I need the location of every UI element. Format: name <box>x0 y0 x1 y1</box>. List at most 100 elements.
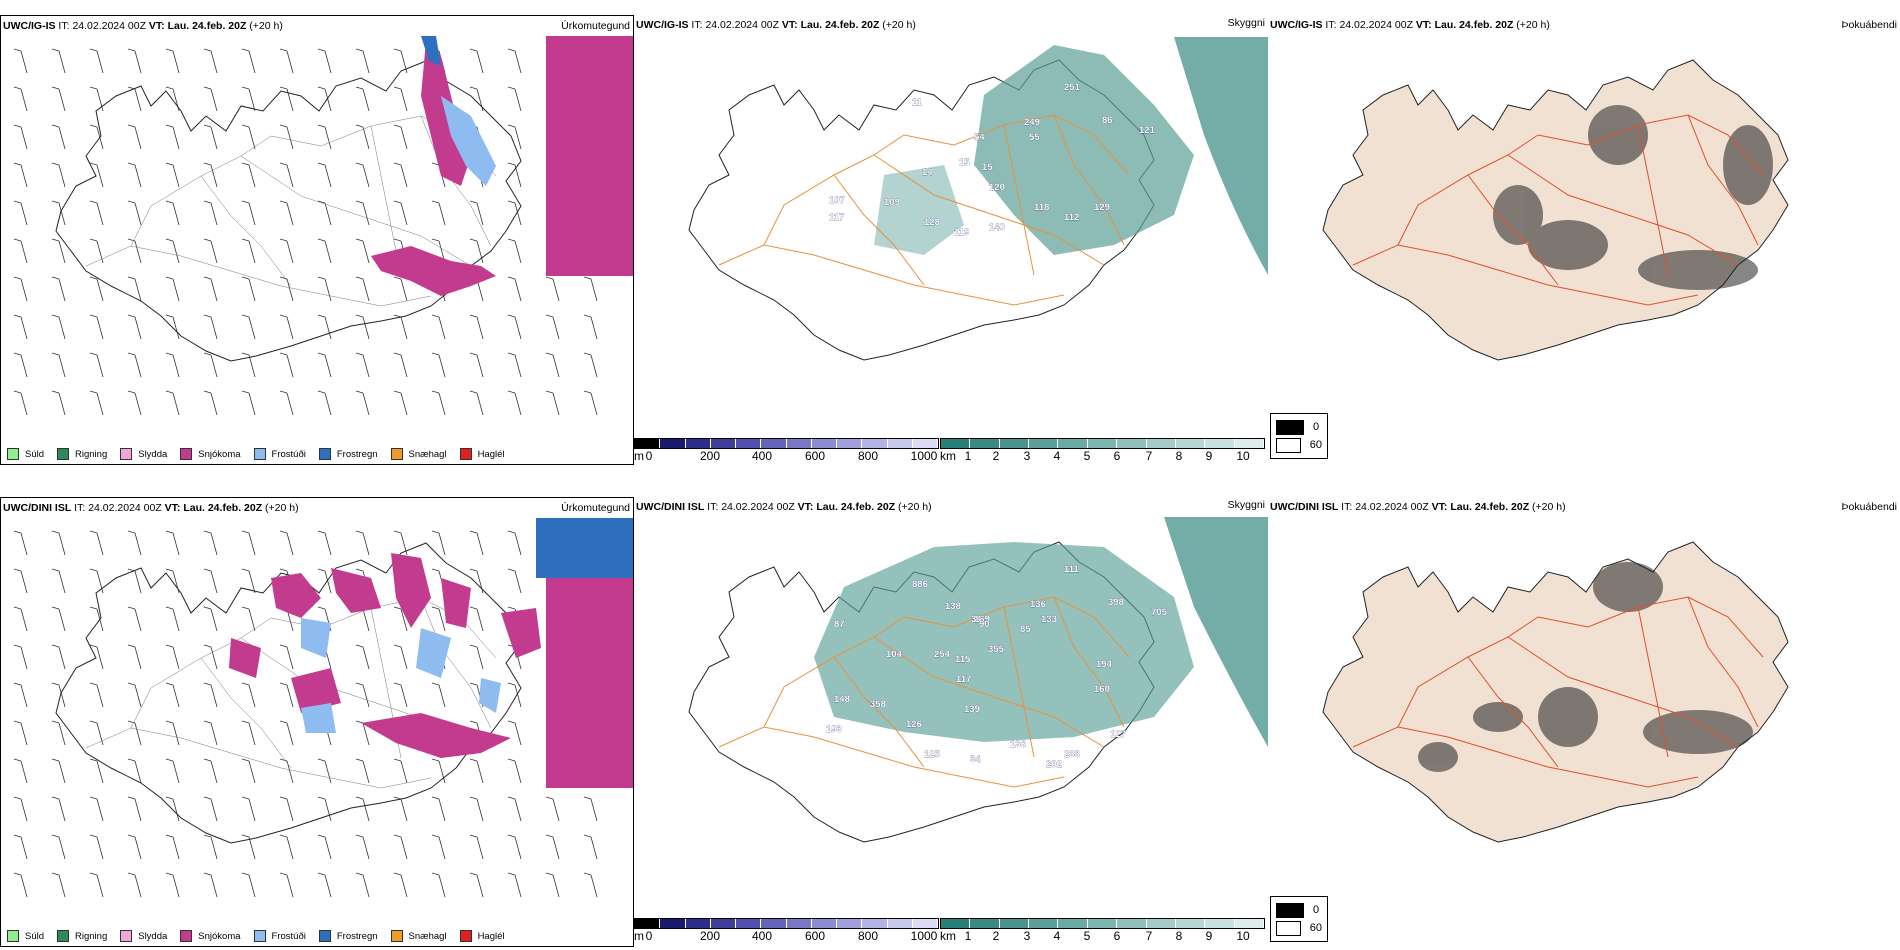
wind-barb <box>13 314 28 340</box>
legend-item-frostudi: Frostúði <box>253 448 306 460</box>
wind-barb <box>583 352 598 378</box>
fog-map-row2 <box>1322 541 1789 843</box>
colorbar-swatch <box>1058 439 1088 448</box>
wind-barb <box>127 48 142 74</box>
visibility-value-label: 355 <box>988 644 1005 655</box>
wind-barb <box>13 124 28 150</box>
visibility-value-label: 34 <box>970 754 981 765</box>
wind-barb <box>13 796 28 822</box>
colorbar-swatch <box>660 919 686 928</box>
wind-barb <box>203 238 218 264</box>
sea-snow-area <box>546 578 633 788</box>
visibility-value-label: 11 <box>912 97 923 108</box>
wind-barb <box>13 86 28 112</box>
panel-title-precip: Úrkomutegund <box>561 502 630 514</box>
road-line <box>718 244 1065 306</box>
visibility-value-label: 90 <box>979 619 990 630</box>
low-visibility-zone <box>814 542 1194 742</box>
wind-barb <box>469 606 484 632</box>
road-line <box>1637 606 1669 758</box>
wind-barb <box>507 682 522 708</box>
wind-barb <box>165 834 180 860</box>
colorbar-swatch <box>887 439 913 448</box>
wind-barb <box>241 530 256 556</box>
wind-barb <box>203 644 218 670</box>
road-line <box>833 656 925 768</box>
visibility-unit: km <box>940 929 956 943</box>
ceiling-colorbar-swatches <box>634 438 939 449</box>
wind-barb <box>89 352 104 378</box>
colorbar-swatch <box>761 439 787 448</box>
wind-barb <box>51 568 66 594</box>
wind-barb <box>203 530 218 556</box>
road-line <box>1352 244 1699 306</box>
header-row1-visibility: UWC/IG-IS IT: 24.02.2024 00Z VT: Lau. 24… <box>636 19 916 31</box>
legend-swatch <box>120 448 133 460</box>
wind-barb <box>165 682 180 708</box>
colorbar-swatch <box>1087 919 1118 928</box>
wind-barb <box>393 200 408 226</box>
wind-barb <box>13 390 28 416</box>
tick-label: 8 <box>1175 449 1183 463</box>
wind-barb <box>279 238 294 264</box>
tick-label: 8 <box>1175 929 1183 943</box>
wind-barb <box>317 834 332 860</box>
wind-barb <box>51 530 66 556</box>
wind-barb <box>165 530 180 556</box>
wind-barb <box>279 872 294 898</box>
colorbar-swatch <box>660 439 686 448</box>
wind-barb <box>393 872 408 898</box>
visibility-colorbar-row2: km 1 2 3 4 5 6 7 8 9 10 <box>940 918 1265 943</box>
colorbar-swatch <box>1175 919 1206 928</box>
wind-barb <box>203 162 218 188</box>
wind-barb <box>13 48 28 74</box>
visibility-value-label: 136 <box>1010 739 1026 750</box>
wind-barb <box>203 48 218 74</box>
fog-shading <box>1418 562 1753 772</box>
colorbar-swatch <box>811 919 837 928</box>
visibility-value-label: 54 <box>974 132 985 143</box>
wind-barb <box>13 644 28 670</box>
wind-barb <box>127 276 142 302</box>
wind-barb <box>203 720 218 746</box>
wind-barb <box>393 276 408 302</box>
legend-item-snaehagl: Snæhagl <box>390 448 447 460</box>
wind-barb <box>469 758 484 784</box>
wind-barb <box>165 238 180 264</box>
wind-barb <box>241 682 256 708</box>
road-line <box>873 636 1105 748</box>
road-line <box>240 155 472 267</box>
wind-barb <box>507 314 522 340</box>
wind-barb <box>89 86 104 112</box>
road-line <box>200 175 292 287</box>
visibility-colorbar-row1: km 1 2 3 4 5 6 7 8 9 10 <box>940 438 1265 463</box>
wind-barb <box>545 352 560 378</box>
colorbar-swatch <box>736 439 762 448</box>
wind-barb <box>469 238 484 264</box>
tick-label: 6 <box>1113 449 1121 463</box>
wind-barb <box>13 276 28 302</box>
colorbar-swatch <box>862 919 888 928</box>
tick-label: 0 <box>645 449 653 463</box>
header-row2-precip: UWC/DINI ISL IT: 24.02.2024 00Z VT: Lau.… <box>3 502 299 514</box>
wind-barb <box>393 834 408 860</box>
wind-barb <box>89 530 104 556</box>
road-line <box>1687 114 1759 246</box>
wind-barb <box>583 390 598 416</box>
wind-barb <box>355 276 370 302</box>
wind-barb <box>279 834 294 860</box>
wind-barb <box>13 200 28 226</box>
visibility-value-label: 127 <box>1110 729 1126 740</box>
wind-barb <box>127 124 142 150</box>
visibility-value-label: 705 <box>1151 607 1168 618</box>
visibility-value-label: 202 <box>1046 759 1062 770</box>
wind-barb <box>203 796 218 822</box>
visibility-value-label: 126 <box>906 719 922 730</box>
wind-barb <box>51 200 66 226</box>
frostudi-patches <box>301 618 501 733</box>
wind-barb <box>203 834 218 860</box>
legend-item-snaehagl: Snæhagl <box>390 930 447 942</box>
wind-barb <box>317 238 332 264</box>
road-line <box>1003 124 1035 276</box>
